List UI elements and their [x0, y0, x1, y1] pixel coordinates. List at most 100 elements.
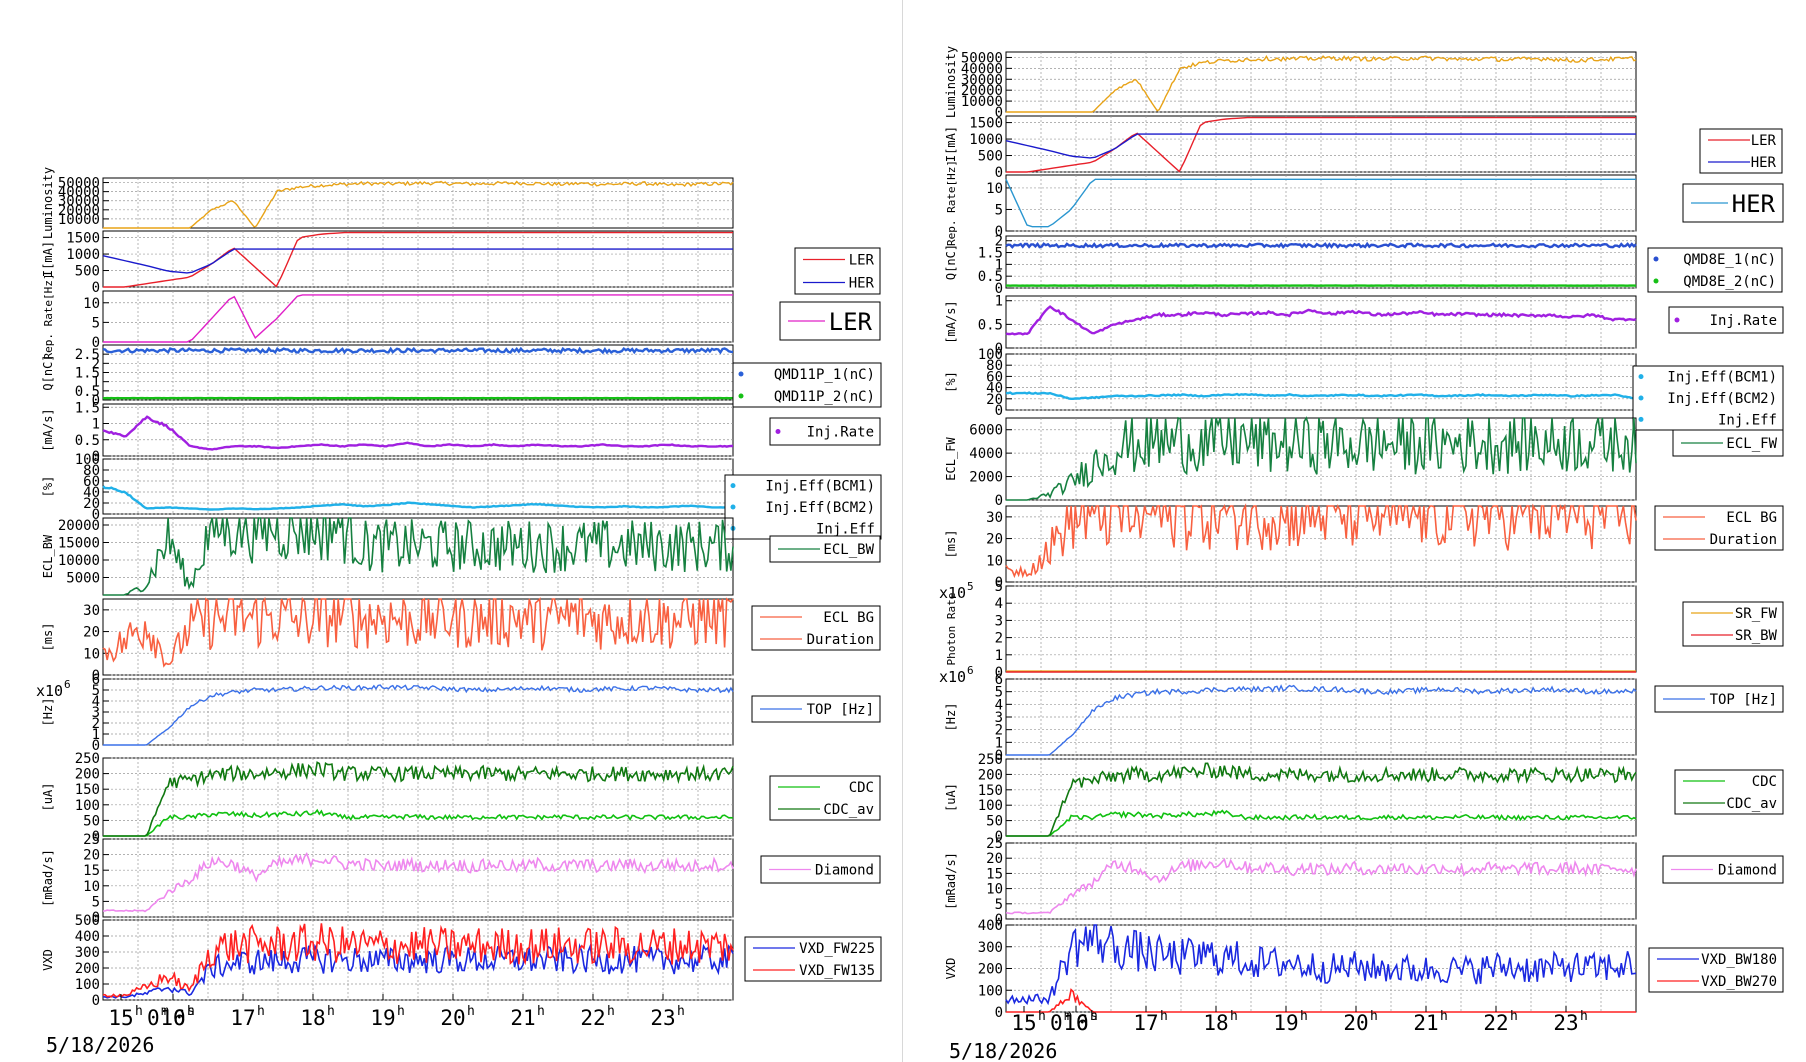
y-tick-label: 1.5 — [75, 400, 100, 416]
y-tick-label: 50000 — [961, 50, 1003, 66]
legend-label: HER — [849, 276, 875, 292]
legend-label: Diamond — [1718, 863, 1777, 879]
y-tick-label: 10 — [83, 646, 100, 662]
x-tick-label: 23 — [650, 1006, 675, 1030]
y-tick-label: 0 — [92, 738, 100, 754]
legend-label: LER — [829, 308, 873, 336]
x-tick-suffix: h — [1300, 1009, 1308, 1024]
legend-box — [1699, 128, 1783, 174]
legend-swatch — [1653, 278, 1659, 284]
legend-box — [732, 362, 882, 408]
y-tick-label: 0 — [995, 912, 1003, 928]
series-line-inj-rate — [102, 415, 734, 451]
x-tick-label: 18 — [300, 1006, 325, 1030]
y-tick-label: 40 — [83, 485, 100, 501]
y-axis-label: Rep. Rate[Hz] — [945, 160, 958, 246]
legend-label: TOP [Hz] — [807, 702, 874, 718]
left-panel-chart: 1000020000300004000050000Luminosity05001… — [36, 167, 882, 1057]
y-tick-label: 10 — [986, 882, 1003, 898]
scale-label: x10 — [939, 668, 966, 686]
y-tick-label: 200 — [75, 961, 100, 977]
x-tick-suffix: h — [1090, 1009, 1098, 1024]
scale-label-exp: 5 — [967, 580, 974, 593]
x-tick-label: 17 — [230, 1006, 255, 1030]
x-tick-suffix: h — [1580, 1009, 1588, 1024]
x-tick-label: 16 — [160, 1006, 185, 1030]
legend-label: ECL_FW — [1726, 436, 1777, 452]
y-tick-label: 0 — [995, 493, 1003, 509]
x-tick-label: 20 — [1343, 1011, 1368, 1035]
series-line-lum — [1006, 55, 1637, 113]
y-tick-label: 30000 — [961, 72, 1003, 88]
y-tick-label: 0 — [92, 668, 100, 684]
legend-label: Duration — [807, 632, 874, 648]
legend-label: LER — [1751, 133, 1777, 149]
y-tick-label: 1.5 — [75, 366, 100, 382]
y-tick-label: 1 — [995, 735, 1003, 751]
y-tick-label: 0 — [995, 281, 1003, 297]
legend-label: CDC — [1752, 774, 1777, 790]
y-tick-label: 0 — [995, 1005, 1003, 1021]
y-tick-label: 0 — [92, 507, 100, 523]
x-tick-suffix: s — [187, 1004, 195, 1019]
y-tick-label: 0 — [995, 341, 1003, 357]
y-axis-label: [Hz] — [41, 698, 55, 727]
y-tick-label: 6000 — [969, 423, 1003, 439]
y-tick-label: 0 — [995, 575, 1003, 591]
series-line-diamond — [1005, 857, 1637, 915]
x-tick-suffix: h — [397, 1004, 405, 1019]
y-tick-label: 1 — [995, 648, 1003, 664]
y-tick-label: 5000 — [66, 571, 100, 587]
legend-label: QMD11P_1(nC) — [774, 367, 875, 383]
x-tick-suffix: m — [161, 1004, 169, 1019]
y-tick-label: 0.5 — [75, 384, 100, 400]
y-tick-label: 2 — [995, 723, 1003, 739]
subplot-eclbg: 0 10 20 30 [ms] ECL BG Duration — [41, 596, 881, 684]
y-tick-label: 2 — [92, 356, 100, 372]
y-tick-label: 2000 — [969, 470, 1003, 486]
y-tick-label: 0 — [92, 393, 100, 409]
series-line-top-hz- — [103, 684, 734, 746]
y-tick-label: 500 — [978, 149, 1003, 165]
y-tick-label: 0 — [995, 165, 1003, 181]
legend-label: Diamond — [815, 863, 874, 879]
series-line-ecl-bw — [103, 517, 734, 596]
y-tick-label: 250 — [75, 751, 100, 767]
y-tick-label: 500 — [75, 913, 100, 929]
x-tick-suffix: h — [187, 1004, 195, 1019]
y-axis-label: [mA/s] — [944, 300, 958, 343]
y-tick-label: 0 — [995, 665, 1003, 681]
series-line-her — [1005, 178, 1636, 228]
legend-box — [1648, 947, 1784, 993]
y-tick-label: 10000 — [58, 212, 100, 228]
legend-box — [769, 417, 881, 446]
panel-divider — [902, 0, 903, 1062]
y-axis-label: Luminosity — [944, 46, 958, 118]
series-line-her — [102, 248, 733, 274]
y-tick-label: 5 — [92, 315, 100, 331]
y-tick-label: 15000 — [58, 536, 100, 552]
y-tick-label: 1 — [995, 257, 1003, 273]
y-tick-label: 20 — [83, 625, 100, 641]
subplot-ecl: 0 2000 4000 6000 ECL_FW ECL_FW — [944, 416, 1784, 509]
y-tick-label: 1000 — [969, 132, 1003, 148]
y-tick-label: 60 — [986, 369, 1003, 385]
legend-swatch — [775, 429, 781, 434]
y-tick-label: 40 — [986, 381, 1003, 397]
y-tick-label: 0 — [995, 224, 1003, 240]
legend-label: Duration — [1710, 532, 1777, 548]
legend-swatch — [1638, 374, 1644, 380]
y-axis-label: [mRad/s] — [944, 852, 958, 910]
series-line-qmd11p-1-nc- — [102, 346, 734, 355]
subplot-eclbg: 0 10 20 30 [ms] ECL BG Duration — [944, 503, 1784, 591]
series-line-qmd8e-1-nc- — [1005, 241, 1637, 250]
legend-box — [1647, 247, 1783, 293]
y-tick-label: 5 — [92, 683, 100, 699]
y-tick-label: 5 — [995, 202, 1003, 218]
legend-swatch — [1653, 256, 1659, 262]
y-axis-label: [uA] — [944, 783, 958, 812]
